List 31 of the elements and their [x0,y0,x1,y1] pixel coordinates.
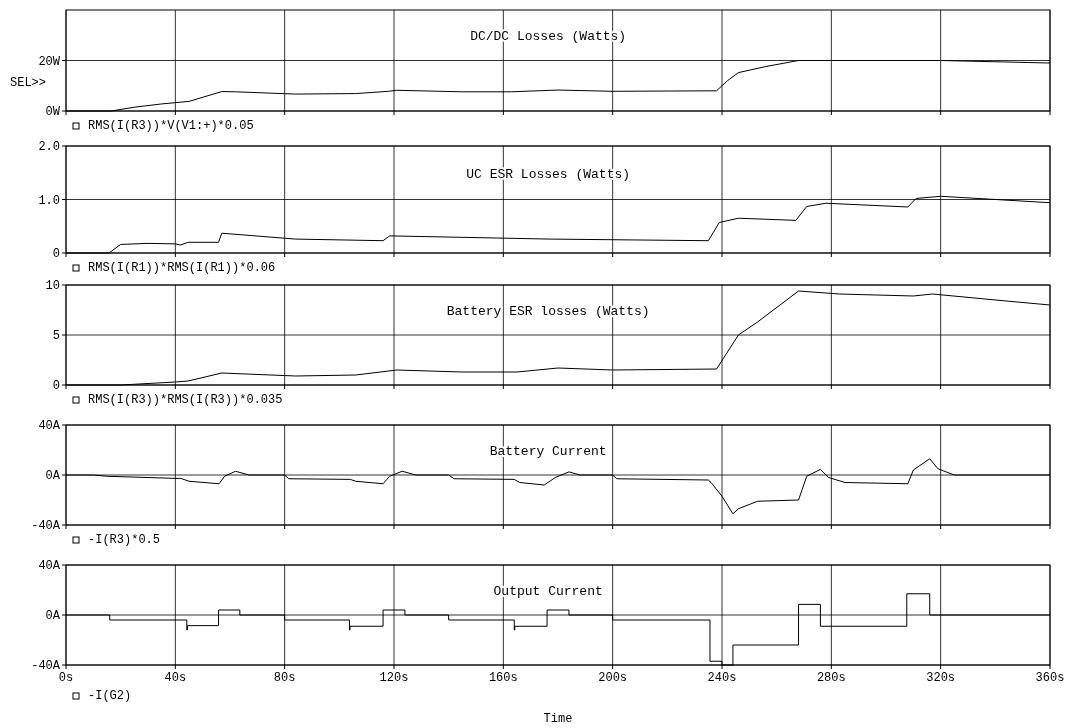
x-tick-label: 160s [488,671,518,685]
y-tick-label: 2.0 [38,140,60,155]
legend-label: -I(R3)*0.5 [88,533,161,547]
y-tick-label: 0A [45,469,61,484]
x-tick-label: 0s [58,671,74,685]
y-tick-label: 20W [38,54,61,69]
legend-label: RMS(I(R3))*RMS(I(R3))*0.035 [88,393,283,407]
y-tick-label: 40A [38,419,61,434]
y-tick-label: -40A [31,519,61,534]
text: SEL>> [10,75,47,90]
y-tick-label: 5 [52,329,60,344]
y-tick-label: 40A [38,559,61,574]
legend-label: RMS(I(R3))*V(V1:+)*0.05 [88,119,254,133]
x-tick-label: 280s [816,671,846,685]
x-tick-label: 320s [926,671,956,685]
y-tick-label: 0 [52,379,60,394]
y-tick-label: -40A [31,659,61,674]
legend-label: RMS(I(R1))*RMS(I(R1))*0.06 [88,261,276,275]
y-tick-label: 0 [52,247,60,262]
x-tick-label: 200s [598,671,628,685]
x-tick-label: 120s [379,671,409,685]
x-axis-title: Time [543,712,573,726]
y-tick-label: 0W [45,105,61,120]
legend-label: -I(G2) [88,689,132,703]
y-tick-label: 10 [45,279,60,294]
x-tick-label: 240s [707,671,737,685]
x-tick-label: 40s [164,671,187,685]
y-tick-label: 1.0 [38,193,60,208]
x-tick-label: 80s [273,671,296,685]
y-tick-label: 0A [45,609,61,624]
x-tick-label: 360s [1035,671,1065,685]
